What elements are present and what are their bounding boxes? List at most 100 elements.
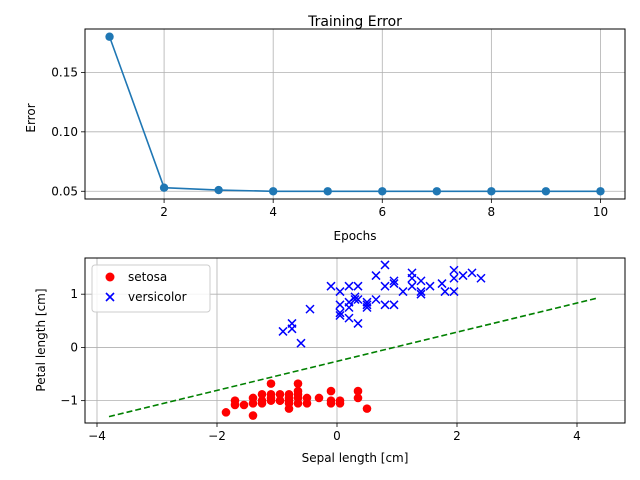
error-point xyxy=(487,187,496,196)
y-tick-label: −1 xyxy=(60,394,78,408)
axis-ticks: 2 4 6 8 10 0.05 0.10 0.15 xyxy=(51,65,608,219)
legend-marker-setosa xyxy=(105,272,115,282)
decision-boundary-line xyxy=(108,297,599,418)
versicolor-point xyxy=(398,287,408,297)
setosa-point xyxy=(284,393,294,403)
setosa-point xyxy=(293,379,303,388)
x-tick-label: −4 xyxy=(88,429,106,443)
training-error-plot: 2 4 6 8 10 0.05 0.10 0.15 Training Error Epochs… xyxy=(24,14,626,243)
versicolor-point xyxy=(362,302,372,313)
y-tick-label: 0.15 xyxy=(51,65,78,79)
setosa-point xyxy=(275,389,285,399)
versicolor-point xyxy=(344,302,354,313)
x-tick-label: 2 xyxy=(453,429,461,443)
axis-ticks: −4 −2 0 2 4 −1 0 1 xyxy=(60,287,581,443)
versicolor-point xyxy=(389,276,399,286)
versicolor-point xyxy=(353,294,363,305)
versicolor-point xyxy=(350,294,360,305)
error-point xyxy=(596,187,605,196)
x-tick-label: 4 xyxy=(269,205,277,219)
x-axis-label: Epochs xyxy=(334,229,377,243)
error-line xyxy=(108,36,601,193)
y-tick-label: 0 xyxy=(70,340,78,354)
versicolor-point xyxy=(287,318,297,328)
setosa-point xyxy=(335,399,345,408)
setosa-point xyxy=(248,411,258,420)
setosa-point xyxy=(230,400,240,410)
error-point xyxy=(105,32,114,41)
legend: setosa versicolor xyxy=(91,264,211,313)
versicolor-point xyxy=(476,273,486,283)
setosa-point xyxy=(293,389,303,399)
setosa-point xyxy=(275,396,285,405)
setosa-point xyxy=(221,408,231,417)
y-tick-label: 1 xyxy=(70,287,78,301)
setosa-point xyxy=(302,399,312,408)
error-point xyxy=(214,185,223,195)
legend-marker-versicolor xyxy=(105,292,115,302)
versicolor-point xyxy=(449,273,459,283)
x-tick-label: 10 xyxy=(593,205,608,219)
versicolor-point xyxy=(344,313,354,323)
versicolor-point xyxy=(380,281,390,291)
versicolor-point xyxy=(296,338,306,348)
error-series xyxy=(105,32,605,196)
legend-label-versicolor: versicolor xyxy=(128,290,187,304)
versicolor-point xyxy=(440,287,450,297)
versicolor-point xyxy=(407,273,417,283)
versicolor-point xyxy=(389,300,399,310)
versicolor-point xyxy=(407,281,417,291)
setosa-point xyxy=(326,386,336,396)
versicolor-point xyxy=(305,304,315,314)
setosa-point xyxy=(362,404,372,413)
x-tick-label: 4 xyxy=(573,429,581,443)
x-tick-label: 0 xyxy=(333,429,341,443)
setosa-point xyxy=(257,396,267,405)
versicolor-point xyxy=(437,279,447,289)
setosa-point xyxy=(314,393,324,403)
error-point xyxy=(432,187,442,196)
axes-frame xyxy=(84,257,626,424)
versicolor-point xyxy=(458,271,468,281)
x-tick-label: 6 xyxy=(378,205,386,219)
chart-title: Training Error xyxy=(307,14,402,30)
setosa-point xyxy=(239,400,249,410)
scatter-plot: −4 −2 0 2 4 −1 0 1 Sepal length [cm] Petal leng… xyxy=(34,257,626,465)
setosa-point xyxy=(257,389,267,399)
versicolor-point xyxy=(416,289,426,299)
versicolor-point xyxy=(344,281,354,291)
versicolor-point xyxy=(467,268,477,278)
error-point xyxy=(268,187,278,196)
legend-box xyxy=(91,264,211,313)
setosa-point xyxy=(293,399,303,408)
versicolor-point xyxy=(278,326,288,336)
setosa-point xyxy=(353,386,363,396)
versicolor-point xyxy=(353,281,363,291)
versicolor-point xyxy=(335,308,345,318)
x-tick-label: −2 xyxy=(208,429,226,443)
versicolor-point xyxy=(416,276,426,286)
versicolor-point xyxy=(380,260,390,270)
versicolor-point xyxy=(389,279,399,289)
y-axis-label: Error xyxy=(24,103,38,132)
versicolor-point xyxy=(449,265,459,275)
setosa-point xyxy=(326,399,336,408)
setosa-point xyxy=(353,393,363,403)
scatter-series xyxy=(108,260,599,420)
versicolor-point xyxy=(335,300,345,310)
setosa-point xyxy=(266,379,276,388)
error-point xyxy=(323,187,332,196)
setosa-point xyxy=(266,393,276,403)
versicolor-point xyxy=(353,318,363,328)
versicolor-point xyxy=(362,300,372,310)
versicolor-point xyxy=(380,300,390,310)
legend-label-setosa: setosa xyxy=(128,270,167,284)
versicolor-point xyxy=(371,294,381,305)
error-point xyxy=(378,187,387,196)
versicolor-point xyxy=(335,310,345,321)
axes-frame xyxy=(84,28,626,200)
versicolor-point xyxy=(335,287,345,297)
x-tick-label: 8 xyxy=(488,205,496,219)
versicolor-point xyxy=(416,287,426,297)
error-point xyxy=(541,187,551,196)
